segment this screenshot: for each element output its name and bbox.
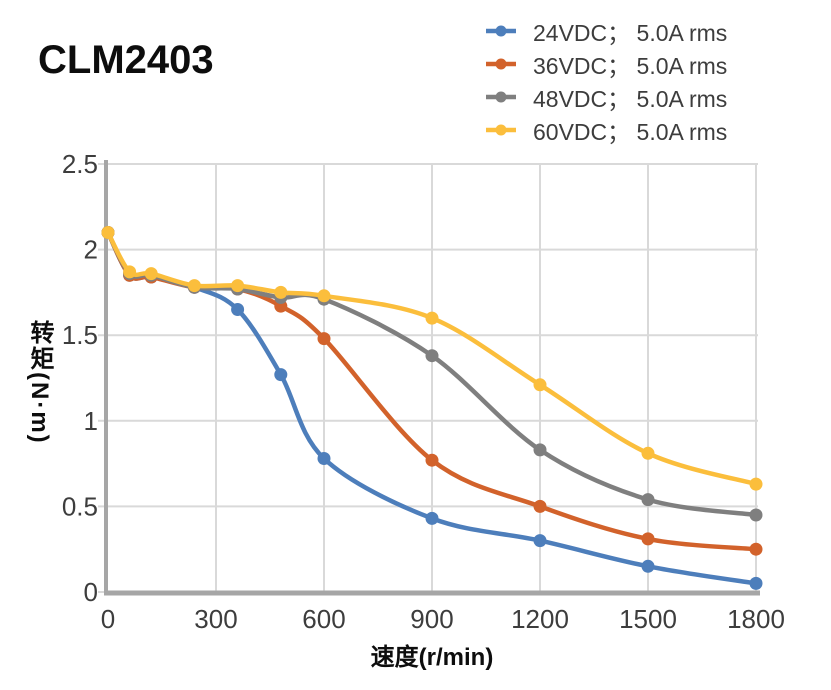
- y-tick-label: 2: [84, 235, 98, 265]
- legend-label: 36VDC； 5.0A rms: [533, 52, 728, 79]
- data-point-60vdc: [187, 279, 201, 293]
- x-tick-label: 600: [302, 604, 345, 634]
- x-tick-label: 0: [101, 604, 115, 634]
- data-point-24vdc: [317, 452, 331, 465]
- data-point-24vdc: [533, 534, 547, 548]
- data-point-60vdc: [231, 279, 245, 293]
- legend: 24VDC； 5.0A rms 36VDC； 5.0A rms 48VDC； 5…: [486, 14, 727, 146]
- y-tick-label: 2.5: [62, 149, 98, 179]
- data-point-60vdc: [123, 265, 137, 279]
- data-point-48vdc: [533, 443, 547, 457]
- x-tick-label: 300: [194, 604, 237, 634]
- data-point-36vdc: [317, 332, 331, 346]
- x-tick-label: 1500: [619, 604, 677, 634]
- legend-label: 48VDC； 5.0A rms: [533, 85, 728, 112]
- legend-label: 60VDC； 5.0A rms: [533, 118, 728, 145]
- legend-label: 24VDC； 5.0A rms: [533, 19, 728, 46]
- data-point-60vdc: [144, 267, 158, 281]
- data-point-24vdc: [425, 511, 439, 525]
- legend-line-marker-icon: [486, 91, 516, 102]
- data-point-36vdc: [749, 542, 763, 556]
- legend-line-marker-icon: [486, 124, 516, 135]
- page-title: CLM2403: [38, 38, 214, 82]
- data-point-24vdc: [641, 559, 655, 573]
- data-point-24vdc: [231, 303, 245, 316]
- legend-item-48vdc: 48VDC； 5.0A rms: [486, 80, 727, 113]
- data-point-60vdc: [101, 226, 115, 239]
- data-point-48vdc: [425, 349, 439, 363]
- y-tick-label: 1: [84, 406, 98, 436]
- legend-item-60vdc: 60VDC； 5.0A rms: [486, 113, 727, 146]
- data-point-36vdc: [641, 532, 655, 546]
- data-point-24vdc: [749, 576, 763, 590]
- legend-line-marker-icon: [486, 58, 516, 69]
- legend-item-36vdc: 36VDC； 5.0A rms: [486, 47, 727, 80]
- y-tick-label: 0.5: [62, 491, 98, 521]
- x-tick-label: 900: [410, 604, 453, 634]
- data-point-60vdc: [749, 477, 763, 491]
- data-point-60vdc: [317, 289, 331, 303]
- data-point-60vdc: [274, 285, 288, 299]
- y-axis-title: 转矩(N·m): [26, 320, 53, 445]
- data-point-60vdc: [425, 311, 439, 325]
- x-tick-label: 1200: [511, 604, 569, 634]
- data-point-36vdc: [533, 499, 547, 513]
- series-60vdc: [101, 226, 763, 491]
- legend-item-24vdc: 24VDC； 5.0A rms: [486, 14, 727, 47]
- data-point-48vdc: [749, 508, 763, 522]
- data-point-36vdc: [425, 453, 439, 467]
- x-tick-label: 1800: [727, 604, 785, 634]
- y-tick-label: 0: [84, 577, 98, 607]
- legend-line-marker-icon: [486, 25, 516, 36]
- data-point-60vdc: [641, 446, 655, 460]
- data-point-48vdc: [641, 493, 655, 507]
- y-tick-label: 1.5: [62, 320, 98, 350]
- x-axis-title: 速度(r/min): [370, 644, 494, 671]
- data-point-24vdc: [274, 368, 288, 382]
- data-point-60vdc: [533, 378, 547, 392]
